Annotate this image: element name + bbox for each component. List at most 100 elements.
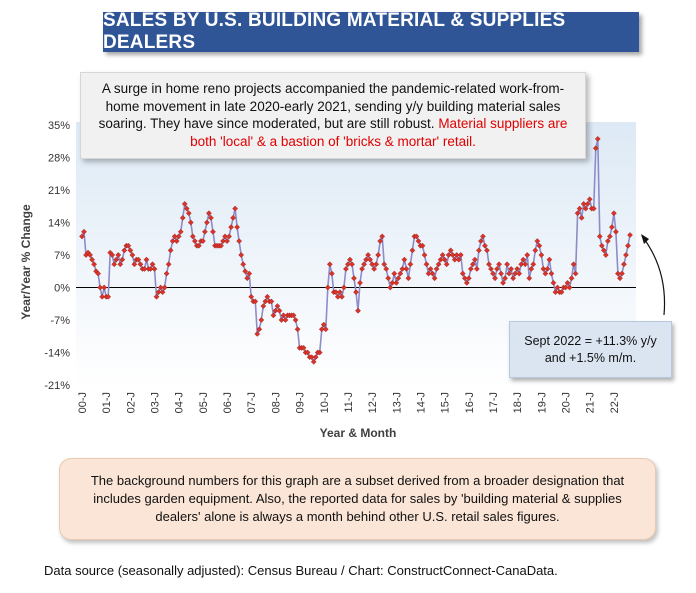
data-point <box>310 358 317 365</box>
data-point <box>147 266 154 272</box>
annotation-arrow <box>641 235 666 316</box>
bottom-note-text: The background numbers for this graph ar… <box>90 473 625 524</box>
data-point <box>540 266 547 272</box>
x-tick-label: 12-J <box>367 392 379 413</box>
data-point <box>324 284 331 291</box>
data-point <box>395 275 402 282</box>
x-tick-label: 08-J <box>270 392 282 413</box>
data-point <box>109 252 116 258</box>
data-point <box>258 317 265 323</box>
data-point <box>504 261 510 268</box>
data-point <box>222 233 228 240</box>
data-point <box>405 275 412 282</box>
data-point <box>401 256 408 263</box>
data-point <box>177 228 184 235</box>
data-point <box>473 266 480 272</box>
data-point <box>163 270 170 277</box>
data-point <box>115 252 122 258</box>
data-point <box>383 266 390 272</box>
data-point <box>471 256 478 263</box>
data-point <box>576 205 583 212</box>
data-point <box>409 247 416 254</box>
data-point <box>443 261 450 268</box>
data-point <box>619 270 625 277</box>
data-point <box>608 224 615 231</box>
data-point <box>508 266 515 272</box>
y-tick-label: 7% <box>54 250 70 262</box>
data-point <box>387 284 394 291</box>
data-point <box>282 317 289 323</box>
data-point <box>256 326 263 333</box>
data-point <box>252 298 259 305</box>
data-point <box>488 266 494 272</box>
data-point <box>230 214 236 221</box>
data-point <box>195 242 202 249</box>
x-tick-label: 18-J <box>512 392 524 413</box>
x-tick-label: 09-J <box>295 392 307 413</box>
data-point <box>111 261 118 268</box>
data-point <box>490 270 496 277</box>
data-point <box>548 270 555 277</box>
data-point <box>232 205 239 212</box>
data-point <box>375 252 382 258</box>
data-point <box>492 275 498 282</box>
data-point <box>318 326 325 333</box>
data-point <box>403 266 410 272</box>
data-point <box>81 228 87 235</box>
data-point <box>234 224 241 231</box>
data-point <box>385 275 392 282</box>
data-point <box>463 279 470 286</box>
data-point <box>516 270 523 277</box>
x-tick-label: 19-J <box>536 392 548 413</box>
data-point <box>129 252 136 258</box>
data-point <box>226 233 232 240</box>
data-point <box>244 275 251 282</box>
data-point <box>580 201 587 207</box>
data-point <box>322 326 329 333</box>
data-point <box>532 247 539 254</box>
data-point <box>584 201 591 207</box>
data-point <box>423 261 430 268</box>
data-point <box>407 261 414 268</box>
data-point <box>546 256 553 263</box>
data-point <box>613 228 619 235</box>
data-point <box>161 284 168 291</box>
data-point <box>610 210 617 217</box>
data-point <box>369 261 376 268</box>
data-point <box>185 210 192 217</box>
data-point <box>514 266 521 272</box>
data-point <box>455 256 462 263</box>
data-point <box>336 289 343 296</box>
data-point <box>542 270 549 277</box>
data-point <box>363 256 369 263</box>
data-point <box>377 238 384 244</box>
data-point <box>254 331 261 337</box>
data-point <box>204 219 210 226</box>
data-point <box>371 266 378 272</box>
data-point <box>600 247 607 254</box>
data-point <box>347 256 353 263</box>
data-point <box>131 261 138 268</box>
data-point <box>528 266 535 272</box>
y-tick-label: -14% <box>44 348 70 360</box>
data-point <box>113 256 120 263</box>
data-point <box>224 238 230 244</box>
data-point <box>308 354 315 361</box>
data-point <box>181 201 188 207</box>
data-point <box>149 261 156 268</box>
data-point <box>127 247 134 254</box>
x-tick-label: 22-J <box>609 392 621 413</box>
y-tick-label: 0% <box>54 283 70 295</box>
data-point <box>262 298 269 305</box>
x-tick-label: 00-J <box>77 392 89 413</box>
data-point <box>361 261 367 268</box>
data-point <box>202 228 208 235</box>
data-point <box>413 233 420 240</box>
data-point <box>627 232 633 238</box>
data-point <box>121 247 128 254</box>
data-point <box>242 268 249 275</box>
data-point <box>173 238 180 244</box>
data-point <box>550 279 557 286</box>
data-point <box>187 219 194 226</box>
x-tick-label: 10-J <box>319 392 331 413</box>
